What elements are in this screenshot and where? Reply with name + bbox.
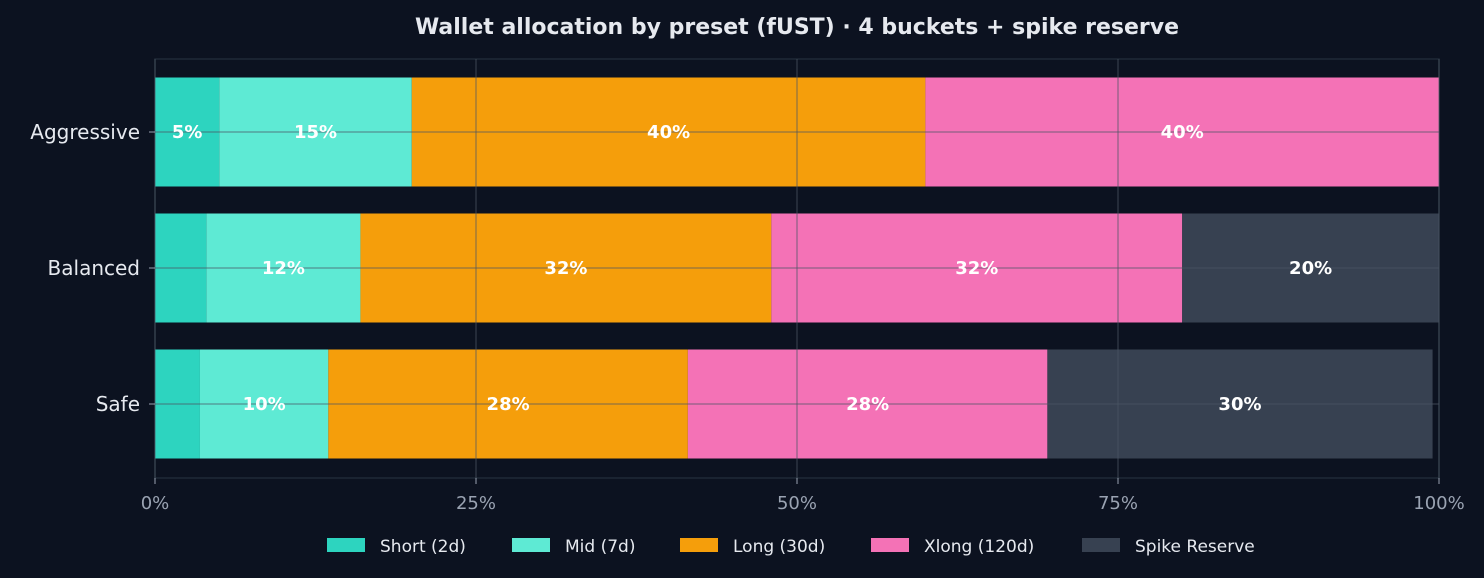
legend-label: Xlong (120d) — [924, 537, 1034, 557]
chart-title: Wallet allocation by preset (fUST) · 4 b… — [415, 15, 1179, 40]
legend-swatch — [871, 538, 909, 552]
bar-data-label: 32% — [544, 258, 587, 279]
x-tick-label: 50% — [777, 493, 817, 514]
x-tick-label: 100% — [1413, 493, 1464, 514]
x-tick-label: 25% — [456, 493, 496, 514]
legend-label: Spike Reserve — [1135, 537, 1255, 557]
legend-swatch — [680, 538, 718, 552]
x-tick-label: 75% — [1098, 493, 1138, 514]
y-category-label: Balanced — [48, 256, 140, 280]
bar-data-label: 12% — [262, 258, 305, 279]
bar-data-label: 28% — [487, 394, 530, 415]
legend-swatch — [512, 538, 550, 552]
legend-label: Short (2d) — [380, 537, 466, 557]
bar-data-label: 20% — [1289, 258, 1332, 279]
bar-data-label: 30% — [1218, 394, 1261, 415]
y-category-label: Aggressive — [30, 120, 140, 144]
y-category-label: Safe — [96, 392, 140, 416]
legend-swatch — [327, 538, 365, 552]
bar-data-label: 40% — [1161, 122, 1204, 143]
legend-label: Long (30d) — [733, 537, 825, 557]
bar-data-label: 10% — [243, 394, 286, 415]
bar-data-label: 28% — [846, 394, 889, 415]
bar-data-label: 40% — [647, 122, 690, 143]
legend-swatch — [1082, 538, 1120, 552]
bar-data-label: 5% — [172, 122, 203, 143]
bar-data-label: 15% — [294, 122, 337, 143]
x-tick-label: 0% — [141, 493, 170, 514]
bar-data-label: 32% — [955, 258, 998, 279]
legend-label: Mid (7d) — [565, 537, 635, 557]
